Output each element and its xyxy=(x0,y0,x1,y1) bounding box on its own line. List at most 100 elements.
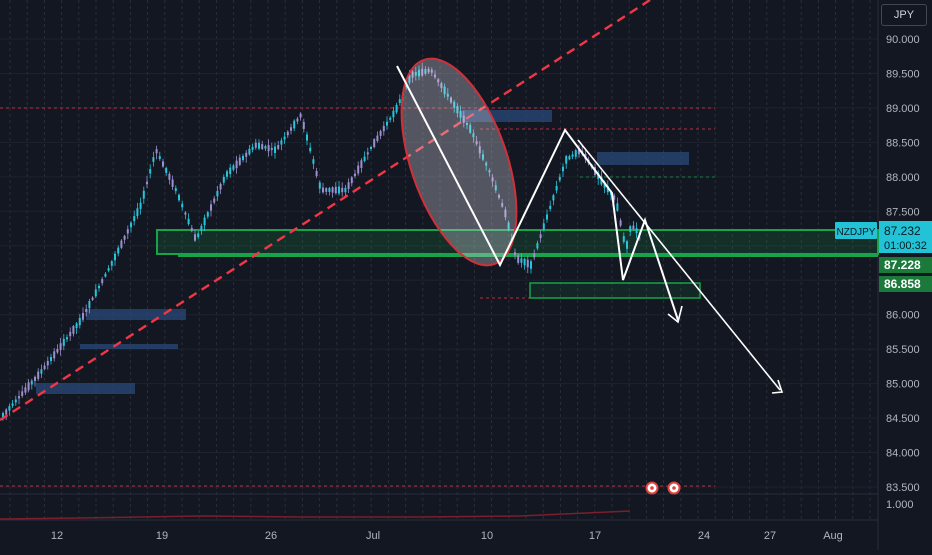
candle-body xyxy=(494,185,497,191)
level-a-text: 87.228 xyxy=(884,258,921,272)
candle-body xyxy=(478,146,481,154)
candle-body xyxy=(379,130,382,136)
candle-body xyxy=(299,113,302,118)
candle-body xyxy=(418,69,420,77)
candle-body xyxy=(430,69,433,73)
candle-body xyxy=(251,146,254,150)
candle-body xyxy=(552,195,555,201)
drawings xyxy=(0,0,784,520)
candle-body xyxy=(254,142,257,148)
candle-body xyxy=(200,225,203,231)
candle-body xyxy=(56,348,59,353)
candle-body xyxy=(446,93,449,97)
candle-body xyxy=(136,208,139,217)
candle-body xyxy=(626,241,628,249)
candle-body xyxy=(533,253,536,258)
candle-body xyxy=(126,229,129,234)
candle-body xyxy=(376,135,379,141)
candle-body xyxy=(459,111,462,118)
candle-body xyxy=(421,68,424,76)
candle-body xyxy=(530,261,532,269)
candle-body xyxy=(162,161,164,167)
candle-body xyxy=(302,122,305,129)
candle-body xyxy=(274,146,276,154)
price-tick-label: 88.500 xyxy=(886,137,920,149)
candle-body xyxy=(258,142,260,149)
candle-body xyxy=(104,273,107,277)
candle-body xyxy=(306,134,308,141)
supply-demand-zone xyxy=(462,110,552,122)
time-tick-label: 10 xyxy=(481,530,493,542)
candle-body xyxy=(427,68,430,73)
candle-body xyxy=(248,148,251,155)
event-marker-dot xyxy=(672,486,676,490)
trendline xyxy=(0,0,651,422)
green-zone xyxy=(156,229,879,255)
supply-demand-zone xyxy=(80,344,178,349)
highlight-ellipse xyxy=(400,57,518,267)
time-tick-label: 26 xyxy=(265,530,277,542)
level-b-text: 86.858 xyxy=(884,277,921,291)
candle-body xyxy=(574,150,577,157)
candle-body xyxy=(264,146,267,149)
candle-body xyxy=(526,259,529,268)
candle-body xyxy=(363,156,366,161)
candle-body xyxy=(328,188,331,192)
candle-body xyxy=(94,289,97,297)
price-tick-label: 89.000 xyxy=(886,103,920,115)
price-tick-label: 85.500 xyxy=(886,344,920,356)
candle-body xyxy=(21,391,24,396)
candle-body xyxy=(325,188,328,192)
candle-body xyxy=(549,205,552,209)
candle-body xyxy=(440,83,443,89)
candle-body xyxy=(578,148,580,155)
candle-body xyxy=(280,140,283,145)
candle-body xyxy=(411,71,414,78)
candle-body xyxy=(482,154,484,160)
candle-body xyxy=(133,216,136,222)
candle-body xyxy=(414,71,417,76)
candle-body xyxy=(341,187,344,193)
candle-body xyxy=(488,170,491,173)
candle-body xyxy=(75,323,78,329)
candle-body xyxy=(120,240,123,248)
candle-body xyxy=(174,188,177,192)
candle-body xyxy=(309,147,312,152)
candle-body xyxy=(389,117,392,120)
candle-body xyxy=(491,177,494,182)
candle-body xyxy=(24,387,27,393)
candle-body xyxy=(613,195,616,200)
projection-zigzag xyxy=(396,65,679,321)
candle-body xyxy=(555,185,558,191)
candle-body xyxy=(149,169,152,174)
candle-body xyxy=(616,203,619,211)
candle-body xyxy=(267,145,270,152)
time-tick-label: 12 xyxy=(51,530,63,542)
last-price-tag xyxy=(879,221,932,253)
candle-body xyxy=(296,118,299,122)
candle-body xyxy=(194,234,196,241)
event-marker-dot xyxy=(650,486,654,490)
candle-body xyxy=(424,69,427,74)
candle-body xyxy=(66,337,68,340)
candle-body xyxy=(152,157,155,162)
candle-body xyxy=(434,74,436,78)
candle-body xyxy=(242,155,244,161)
time-tick-label: Aug xyxy=(823,530,843,542)
candle-body xyxy=(88,300,91,309)
candle-body xyxy=(114,253,116,261)
countdown-text: 01:00:32 xyxy=(884,240,927,252)
candle-body xyxy=(91,297,94,300)
symbol-tag xyxy=(835,222,877,239)
candles xyxy=(2,62,641,421)
candle-body xyxy=(178,194,180,201)
candle-body xyxy=(158,156,161,160)
candle-body xyxy=(226,171,228,177)
currency-label[interactable]: JPY xyxy=(881,4,927,26)
candle-body xyxy=(571,154,574,157)
candle-body xyxy=(565,156,568,164)
candle-body xyxy=(318,182,321,189)
candle-body xyxy=(142,190,145,199)
